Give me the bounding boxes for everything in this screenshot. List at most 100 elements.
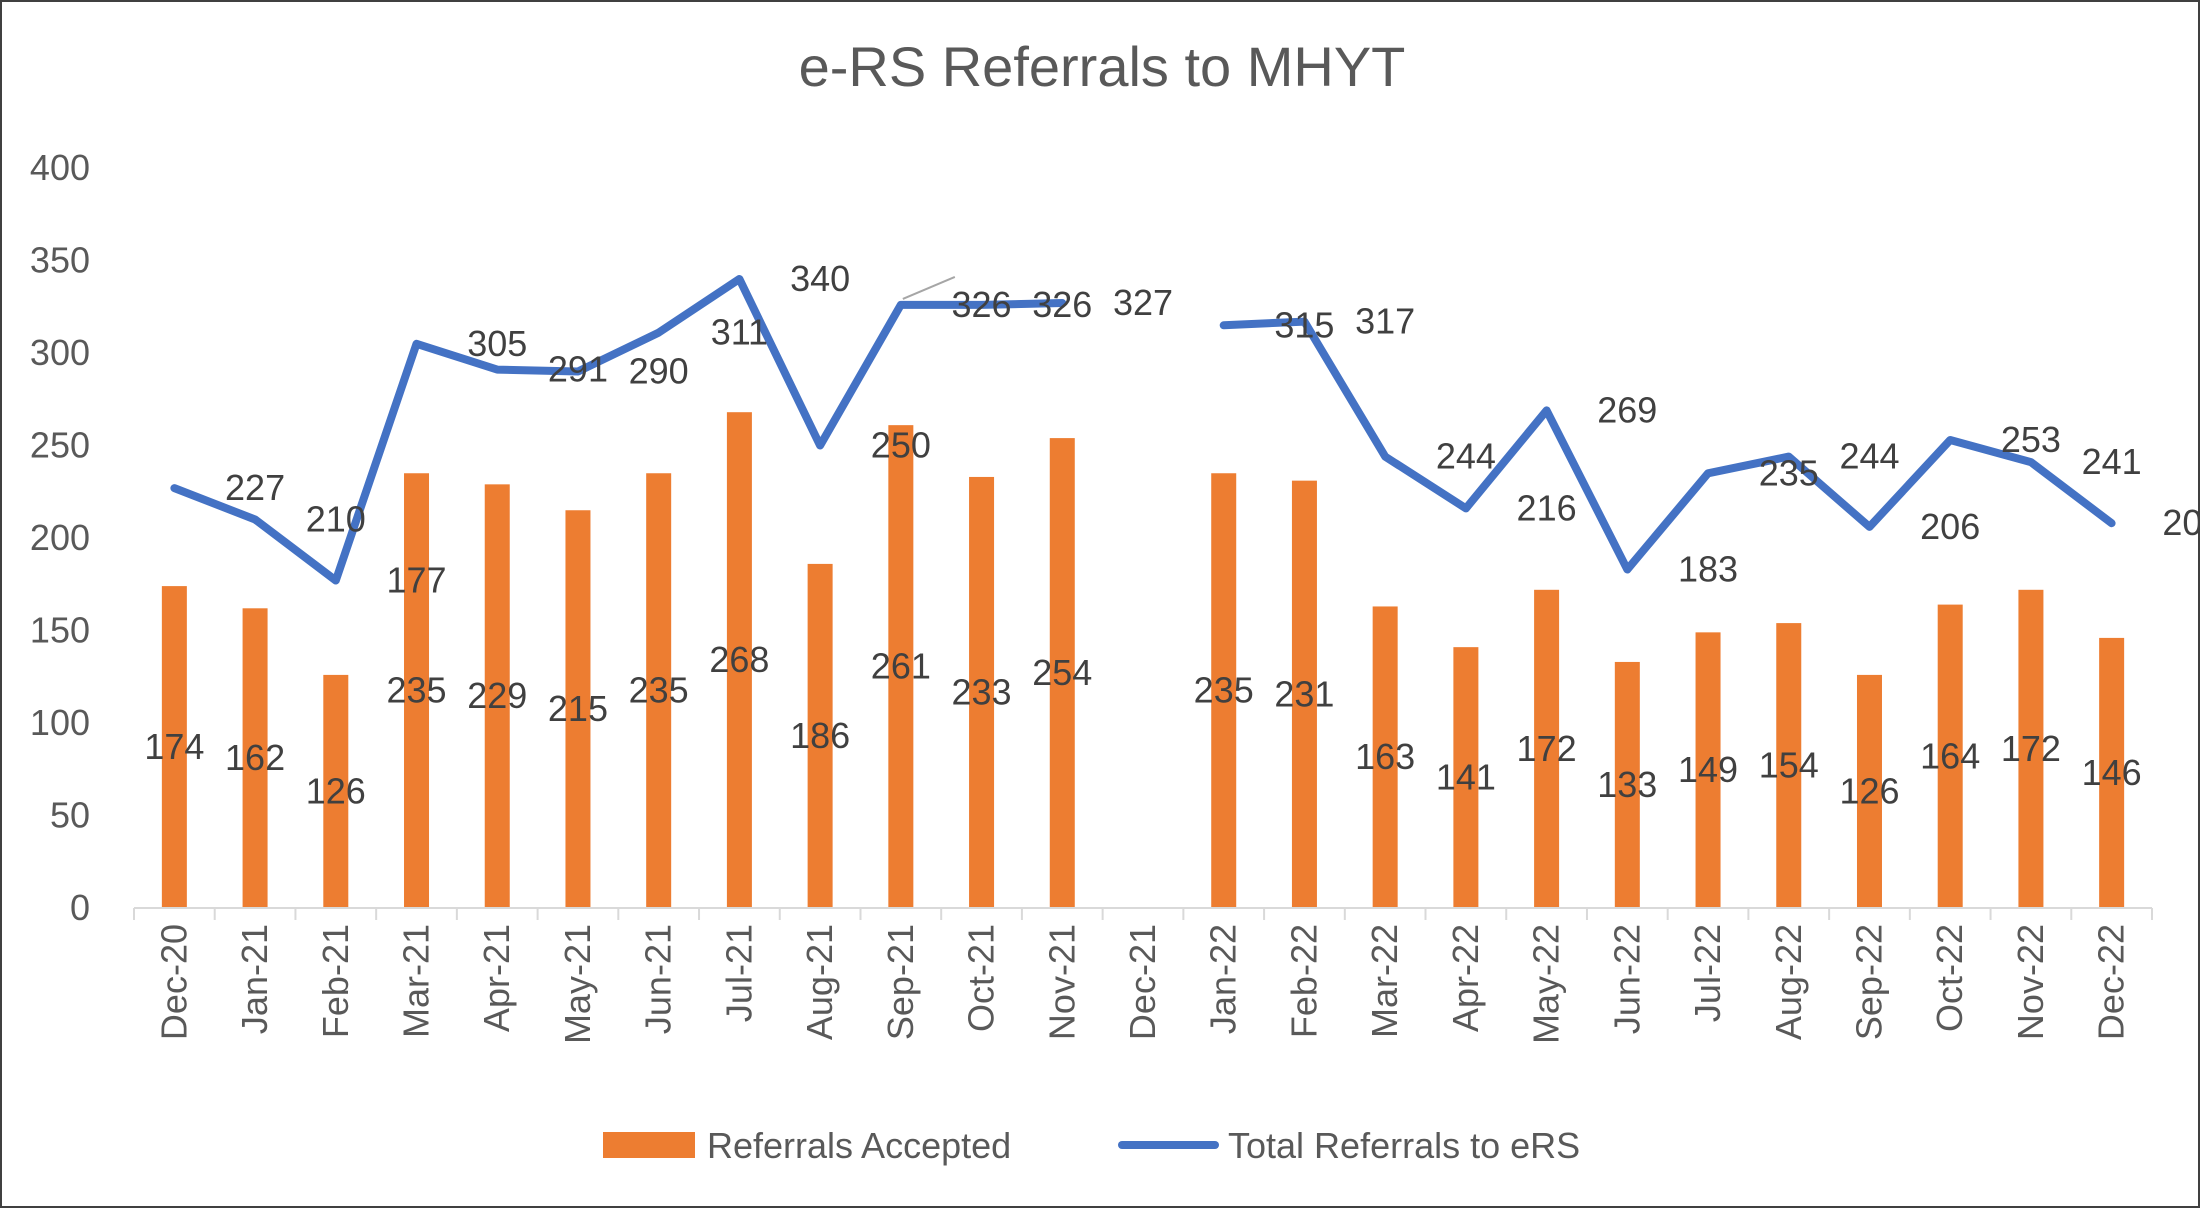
chart-title: e-RS Referrals to MHYT	[799, 35, 1406, 98]
bar-referrals-accepted	[1937, 604, 1963, 908]
bar-referrals-accepted	[807, 563, 833, 908]
x-tick-label: Dec-22	[2091, 924, 2132, 1040]
bar-referrals-accepted	[565, 510, 591, 908]
bar-data-label: 215	[548, 688, 608, 729]
bar-data-label: 141	[1436, 757, 1496, 798]
x-tick-label: May-22	[1526, 924, 1567, 1044]
bar-data-label: 126	[1839, 770, 1899, 811]
line-data-label: 327	[1113, 282, 1173, 323]
line-data-label: 177	[386, 560, 446, 601]
y-axis: 0 50 100 150 200 250 300 350 400	[30, 147, 90, 928]
legend: Referrals Accepted Total Referrals to eR…	[603, 1125, 1580, 1166]
y-tick-label: 50	[50, 795, 90, 836]
x-tick-label: Dec-20	[153, 924, 194, 1040]
x-tick-label: Jul-21	[718, 924, 759, 1022]
line-data-label: 244	[1839, 436, 1899, 477]
y-tick-label: 150	[30, 610, 90, 651]
y-tick-label: 400	[30, 147, 90, 188]
legend-swatch-referrals-accepted	[603, 1132, 695, 1158]
bar-referrals-accepted	[404, 473, 430, 908]
line-data-label: 269	[1597, 389, 1657, 430]
legend-label-referrals-accepted: Referrals Accepted	[707, 1125, 1011, 1166]
bar-referrals-accepted	[969, 476, 995, 908]
line-data-label: 241	[2082, 441, 2142, 482]
x-tick-label: Oct-21	[961, 924, 1002, 1032]
bar-data-label: 126	[306, 770, 366, 811]
bar-referrals-accepted	[484, 484, 510, 908]
bar-data-label: 186	[790, 715, 850, 756]
line-data-label: 317	[1355, 301, 1415, 342]
line-data-label: 290	[629, 351, 689, 392]
x-tick-label: Jun-21	[638, 924, 679, 1034]
x-tick-label: Dec-21	[1122, 924, 1163, 1040]
line-data-label: 227	[225, 467, 285, 508]
line-data-label: 326	[952, 284, 1012, 325]
bar-referrals-accepted	[2099, 637, 2125, 908]
line-total-referrals	[170, 275, 1067, 585]
x-tick-label: Aug-21	[799, 924, 840, 1040]
bar-referrals-accepted	[726, 412, 752, 908]
leader-lines	[902, 275, 956, 300]
line-series	[170, 275, 2116, 585]
line-data-label: 210	[306, 499, 366, 540]
line-data-label: 340	[790, 258, 850, 299]
line-data-label: 250	[871, 425, 931, 466]
bar-referrals-accepted	[1372, 606, 1398, 908]
x-tick-label: Mar-21	[396, 924, 437, 1038]
y-tick-label: 350	[30, 240, 90, 281]
line-data-label: 305	[467, 323, 527, 364]
x-tick-label: Aug-22	[1768, 924, 1809, 1040]
bar-data-label: 146	[2082, 752, 2142, 793]
bar-referrals-accepted	[1211, 473, 1237, 908]
bar-referrals-accepted	[888, 425, 914, 908]
bar-series	[161, 412, 2125, 908]
x-tick-label: Jun-22	[1606, 924, 1647, 1034]
x-tick-label: Apr-21	[476, 924, 517, 1032]
line-data-label: 208	[2162, 502, 2198, 543]
x-tick-label: Feb-22	[1283, 924, 1324, 1038]
bar-referrals-accepted	[1049, 438, 1075, 908]
bar-referrals-accepted	[2018, 589, 2044, 908]
leader-line	[902, 275, 956, 300]
y-tick-label: 250	[30, 425, 90, 466]
bar-data-label: 154	[1759, 745, 1819, 786]
bar-data-label: 235	[386, 670, 446, 711]
x-tick-label: Sep-22	[1848, 924, 1889, 1040]
x-tick-label: Apr-22	[1445, 924, 1486, 1032]
bar-referrals-accepted	[1856, 674, 1882, 908]
line-data-label: 291	[548, 349, 608, 390]
x-tick-label: Feb-21	[315, 924, 356, 1038]
x-tick-label: Oct-22	[1929, 924, 1970, 1032]
line-data-labels: 227 210 177 305 291 290 311 340 250 326 326 327 315 3…	[225, 258, 2198, 601]
bar-data-label: 133	[1597, 764, 1657, 805]
bar-referrals-accepted	[1776, 623, 1802, 908]
x-tick-label: Jan-21	[234, 924, 275, 1034]
x-tick-label: May-21	[557, 924, 598, 1044]
bar-referrals-accepted	[1695, 632, 1721, 908]
x-tick-label: Jan-22	[1203, 924, 1244, 1034]
bar-referrals-accepted	[323, 674, 349, 908]
line-data-label: 235	[1759, 452, 1819, 493]
line-data-label: 315	[1274, 304, 1334, 345]
x-tick-label: Nov-22	[2010, 924, 2051, 1040]
line-data-label: 311	[711, 312, 768, 353]
bar-data-labels: 174 162 126 235 229 215 235 268 186 261 233 254 235 2…	[144, 639, 2141, 811]
line-data-label: 183	[1678, 548, 1738, 589]
bar-data-label: 149	[1678, 749, 1738, 790]
bar-referrals-accepted	[161, 586, 187, 908]
line-data-label: 326	[1032, 284, 1092, 325]
x-tick-label: Nov-21	[1041, 924, 1082, 1040]
bar-data-label: 172	[2001, 728, 2061, 769]
line-data-label: 253	[2001, 419, 2061, 460]
y-tick-label: 0	[70, 887, 90, 928]
bar-referrals-accepted	[646, 473, 672, 908]
bar-data-label: 261	[871, 646, 931, 687]
bar-data-label: 268	[709, 639, 769, 680]
bar-referrals-accepted	[1534, 589, 1560, 908]
line-total-referrals	[1219, 317, 2116, 574]
x-tick-label: Jul-22	[1687, 924, 1728, 1022]
x-axis: Dec-20 Jan-21 Feb-21 Mar-21 Apr-21 May-21 Jun-…	[133, 907, 2153, 1044]
bar-data-label: 231	[1274, 673, 1334, 714]
